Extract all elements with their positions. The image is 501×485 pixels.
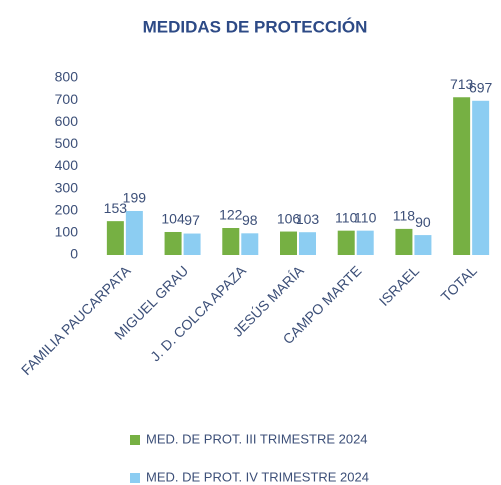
value-label: 104 bbox=[161, 211, 185, 227]
value-label: 110 bbox=[335, 209, 358, 225]
bar bbox=[472, 100, 490, 255]
y-tick-label: 200 bbox=[55, 201, 79, 217]
legend-swatch bbox=[130, 473, 140, 483]
value-label: 118 bbox=[393, 208, 416, 224]
legend-label: MED. DE PROT. IV TRIMESTRE 2024 bbox=[146, 469, 369, 484]
bar bbox=[414, 235, 432, 255]
value-label: 713 bbox=[450, 76, 474, 92]
bar bbox=[356, 230, 374, 255]
value-label: 697 bbox=[469, 79, 493, 95]
bar bbox=[280, 231, 297, 255]
bar bbox=[453, 97, 471, 255]
value-label: 106 bbox=[277, 210, 301, 226]
value-label: 122 bbox=[219, 207, 243, 223]
y-tick-label: 700 bbox=[55, 91, 79, 107]
bar bbox=[395, 228, 413, 255]
value-label: 153 bbox=[104, 200, 128, 216]
y-tick-label: 500 bbox=[55, 135, 79, 151]
value-label: 97 bbox=[184, 212, 200, 228]
x-tick-label: FAMILIA PAUCARPATA bbox=[18, 262, 134, 378]
y-tick-label: 0 bbox=[70, 246, 78, 262]
bar bbox=[222, 228, 240, 255]
value-label: 199 bbox=[123, 190, 147, 206]
x-tick-label: ISRAEL bbox=[376, 262, 423, 309]
x-tick-label: TOTAL bbox=[438, 262, 480, 304]
bar bbox=[125, 210, 143, 255]
legend-label: MED. DE PROT. III TRIMESTRE 2024 bbox=[146, 431, 368, 446]
y-tick-label: 800 bbox=[55, 69, 79, 85]
bar bbox=[106, 221, 124, 255]
y-tick-label: 400 bbox=[55, 157, 79, 173]
bar bbox=[164, 231, 182, 255]
legend-swatch bbox=[130, 435, 140, 445]
y-tick-label: 100 bbox=[55, 224, 79, 240]
chart-title: MEDIDAS DE PROTECCIÓN bbox=[143, 17, 368, 36]
value-label: 90 bbox=[415, 214, 431, 230]
value-label: 98 bbox=[242, 212, 258, 228]
bar bbox=[241, 233, 259, 255]
bar bbox=[337, 230, 355, 255]
bar bbox=[183, 233, 201, 255]
value-label: 103 bbox=[296, 211, 320, 227]
y-tick-label: 600 bbox=[55, 113, 79, 129]
value-label: 110 bbox=[354, 209, 377, 225]
bar bbox=[299, 232, 316, 255]
y-tick-label: 300 bbox=[55, 179, 79, 195]
x-tick-label: J. D. COLCA APAZA bbox=[147, 262, 249, 364]
